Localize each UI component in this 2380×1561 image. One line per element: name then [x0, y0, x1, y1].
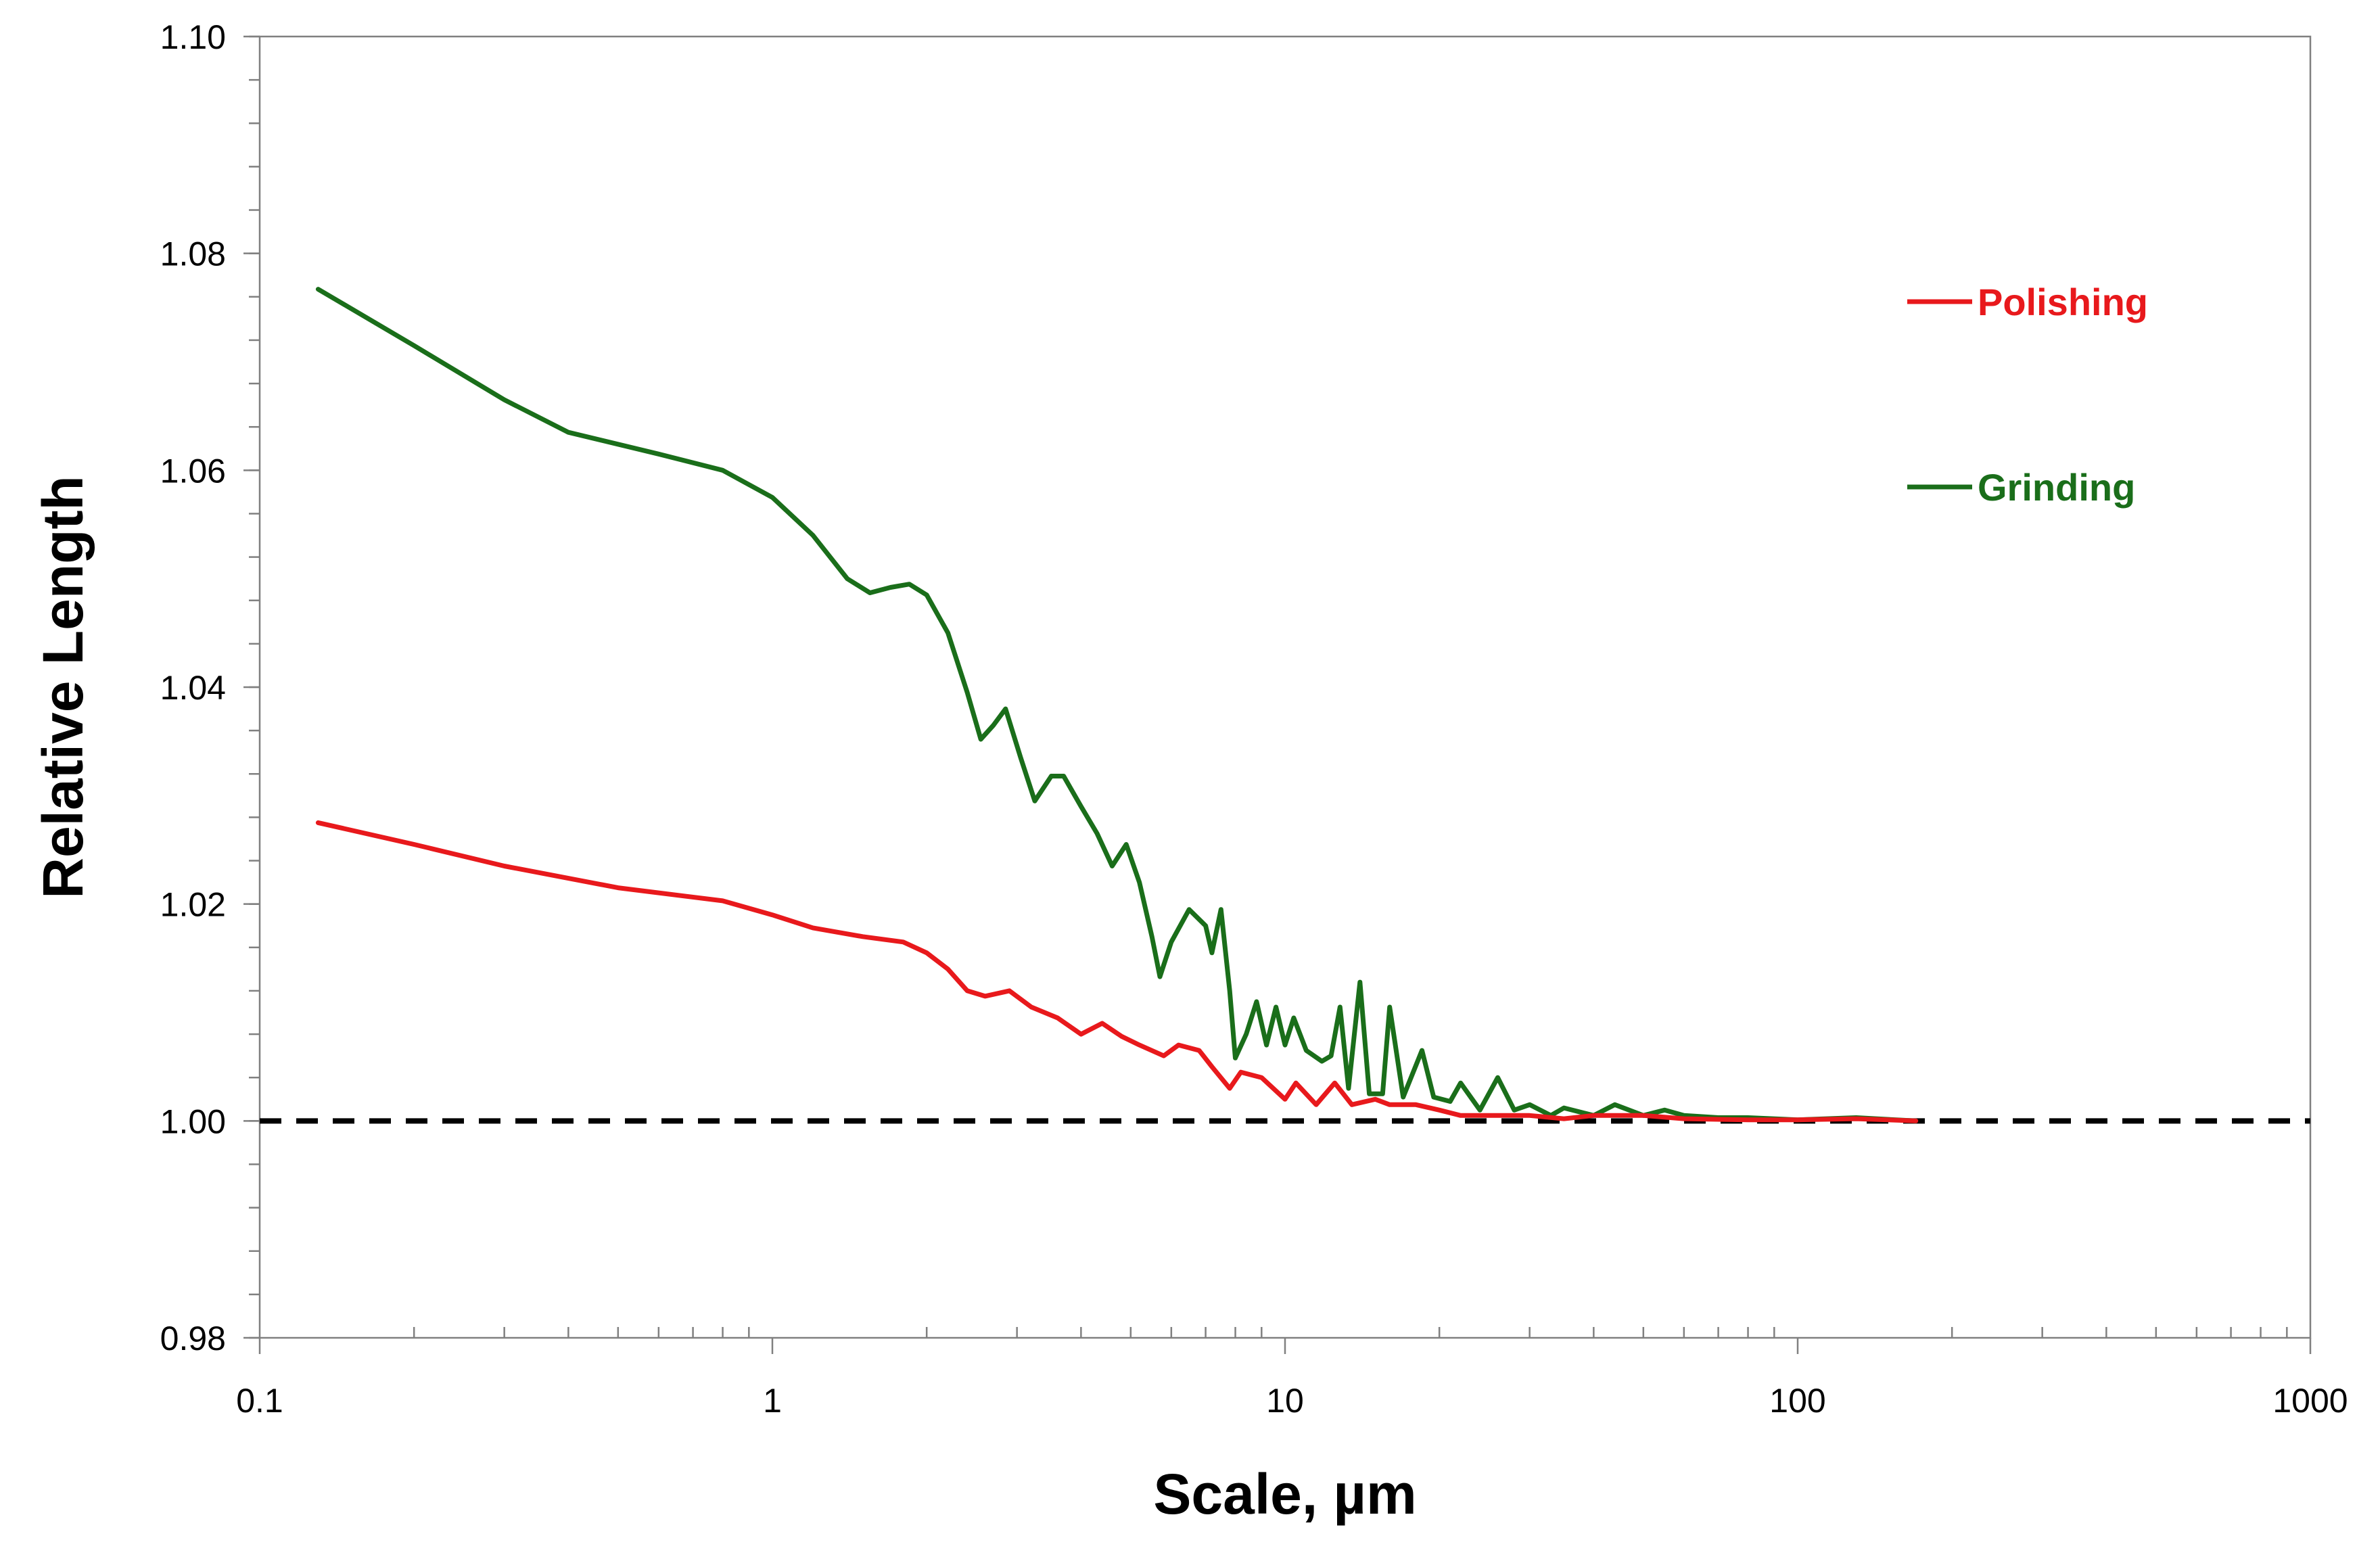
x-tick-label: 1000 [2272, 1382, 2348, 1420]
x-axis-title: Scale, µm [1153, 1462, 1416, 1526]
x-tick-label: 10 [1266, 1382, 1304, 1420]
y-tick-label: 1.10 [160, 18, 226, 56]
legend: Polishing Grinding [1907, 281, 2148, 509]
series-line-polishing [315, 820, 1919, 1123]
y-tick-label: 1.00 [160, 1102, 226, 1140]
y-tick-label: 1.02 [160, 886, 226, 924]
y-tick-label: 1.06 [160, 452, 226, 490]
series-line-grinding [315, 287, 1919, 1123]
y-tick-label: 0.98 [160, 1320, 226, 1357]
series-layer [315, 287, 1919, 1123]
legend-label-polishing: Polishing [1978, 281, 2148, 323]
x-tick-label: 1 [763, 1382, 782, 1420]
y-tick-label: 1.08 [160, 235, 226, 273]
x-tick-label: 100 [1769, 1382, 1825, 1420]
major-ticks [243, 35, 2312, 1354]
x-tick-label: 0.1 [236, 1382, 283, 1420]
y-axis-title: Relative Length [31, 475, 95, 898]
y-tick-labels: 0.98 1.00 1.02 1.04 1.06 1.08 1.10 [160, 18, 226, 1357]
legend-label-grinding: Grinding [1978, 466, 2135, 509]
x-tick-labels: 0.1 1 10 100 1000 [236, 1382, 2348, 1420]
y-tick-label: 1.04 [160, 669, 226, 707]
